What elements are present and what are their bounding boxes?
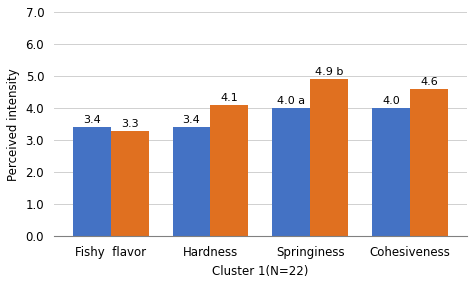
Bar [173,127,210,236]
Bar [110,131,148,236]
Y-axis label: Perceived intensity: Perceived intensity [7,68,20,181]
X-axis label: Cluster 1(N=22): Cluster 1(N=22) [212,265,309,278]
Text: 4.0 a: 4.0 a [277,96,305,106]
Bar [210,105,248,236]
Text: 3.4: 3.4 [182,115,201,125]
Bar [273,108,310,236]
Bar [310,79,348,236]
Bar [73,127,110,236]
Text: 4.6: 4.6 [420,77,438,87]
Bar [410,89,448,236]
Text: 4.1: 4.1 [220,93,238,103]
Text: 3.3: 3.3 [121,119,138,129]
Bar [373,108,410,236]
Text: 4.9 b: 4.9 b [315,67,344,77]
Text: 4.0: 4.0 [383,96,400,106]
Text: 3.4: 3.4 [83,115,100,125]
